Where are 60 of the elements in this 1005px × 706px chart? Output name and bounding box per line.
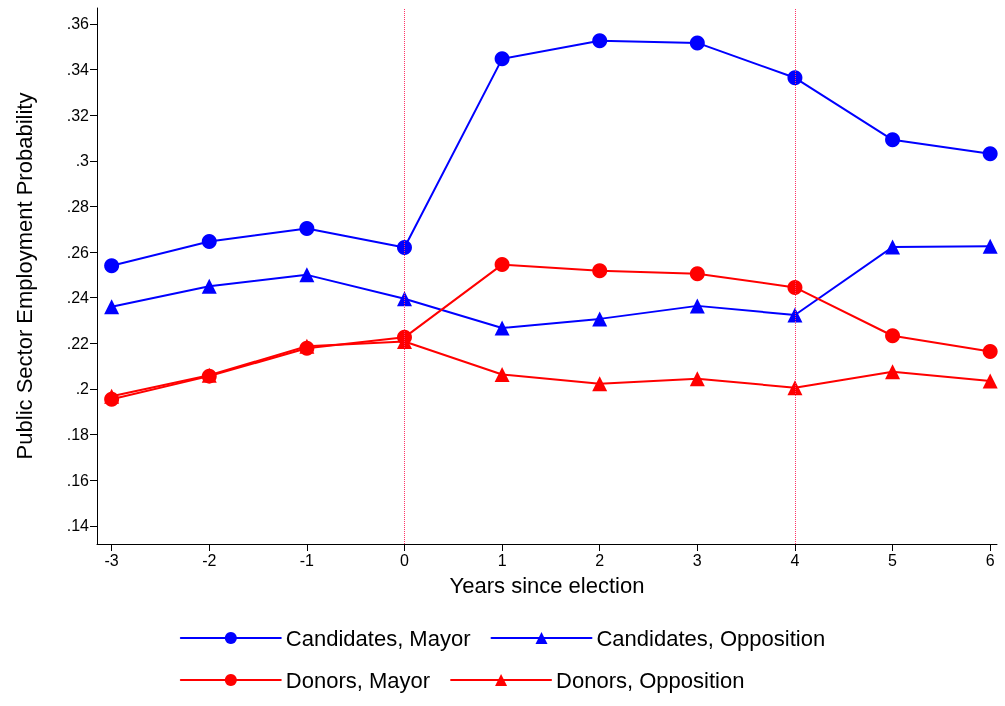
x-tick-label: 3 <box>692 551 702 569</box>
point <box>396 291 412 307</box>
legend-label: Donors, Mayor <box>285 667 431 693</box>
point <box>201 278 217 294</box>
point <box>787 70 803 86</box>
legend-label: Candidates, Opposition <box>596 625 826 651</box>
point <box>592 376 608 392</box>
point <box>397 239 412 255</box>
y-tick-label: .26 <box>66 243 90 261</box>
point <box>885 132 901 148</box>
legend-label: Candidates, Mayor <box>285 625 471 651</box>
point <box>592 311 608 327</box>
x-tick-label: -2 <box>202 551 217 569</box>
point <box>299 221 315 237</box>
point <box>592 263 608 279</box>
point <box>299 267 315 283</box>
point <box>787 380 803 396</box>
x-axis-title: Years since election <box>449 572 645 598</box>
x-tick-label: -3 <box>104 551 119 569</box>
point <box>494 320 510 336</box>
point <box>494 367 510 383</box>
y-tick-label: .3 <box>75 152 90 170</box>
point <box>982 373 998 389</box>
point <box>494 51 510 67</box>
y-tick-label: .32 <box>66 106 90 124</box>
x-tick-label: 4 <box>790 551 800 569</box>
x-tick-label: -1 <box>299 551 315 569</box>
y-tick-label: .34 <box>66 61 90 79</box>
x-tick-label: 1 <box>497 551 507 569</box>
point <box>689 298 705 314</box>
y-tick-label: .2 <box>75 380 90 398</box>
point <box>885 239 901 255</box>
point <box>689 35 705 51</box>
point <box>494 257 510 273</box>
point <box>885 328 901 344</box>
point <box>689 371 705 387</box>
y-tick-label: .36 <box>66 15 90 33</box>
point <box>982 238 998 254</box>
y-axis-title: Public Sector Employment Probability <box>11 92 37 460</box>
point <box>787 279 803 295</box>
point <box>689 266 705 282</box>
point <box>104 299 120 315</box>
point <box>787 307 803 323</box>
x-tick-label: 2 <box>595 551 605 569</box>
point <box>982 146 998 162</box>
x-tick-label: 5 <box>888 551 898 569</box>
point <box>982 344 998 359</box>
y-tick-label: .16 <box>66 471 90 489</box>
point <box>201 234 217 250</box>
y-tick-label: .14 <box>66 517 90 535</box>
point <box>592 33 608 49</box>
y-tick-label: .18 <box>66 426 90 444</box>
y-tick-label: .24 <box>66 289 90 307</box>
y-tick-label: .22 <box>66 334 90 352</box>
y-tick-label: .28 <box>66 197 90 215</box>
x-tick-label: 0 <box>400 551 410 569</box>
point <box>104 258 120 274</box>
legend-label: Donors, Opposition <box>556 667 745 693</box>
point <box>885 364 901 380</box>
x-tick-label: 6 <box>985 551 995 569</box>
